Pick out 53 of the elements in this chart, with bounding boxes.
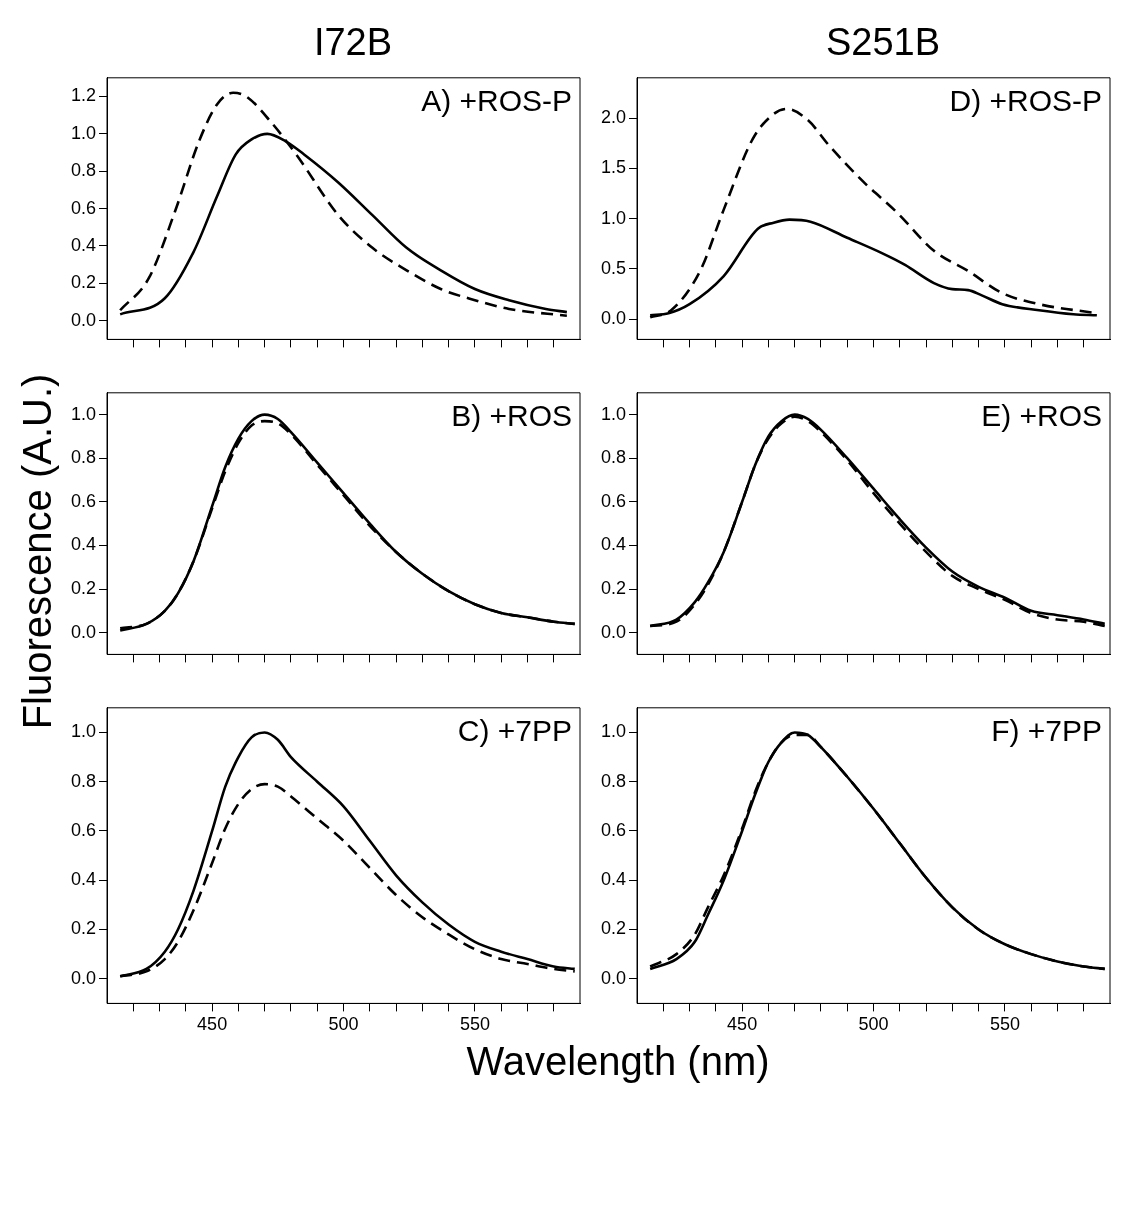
y-tick-label: 0.0 (70, 967, 97, 988)
y-axis-title: Fluorescence (A.U.) (15, 373, 61, 730)
annotation: D) +ROS-P (949, 84, 1102, 118)
y-tick-label: 0.0 (70, 309, 97, 330)
x-tick-label: 450 (197, 1014, 228, 1035)
y-tick-label: 0.6 (70, 197, 97, 218)
y-tick-label: 0.8 (600, 770, 627, 791)
y-tick-label: 0.6 (600, 819, 627, 840)
y-tick-label: 1.0 (70, 403, 97, 424)
chart-title: S251B (824, 21, 942, 64)
y-tick-label: 0.4 (600, 869, 627, 890)
y-tick-label: 1.0 (600, 403, 627, 424)
y-tick-label: 0.2 (600, 577, 627, 598)
annotation: C) +7PP (457, 714, 572, 748)
x-tick-label: 450 (727, 1014, 758, 1035)
y-tick-label: 1.0 (70, 122, 97, 143)
x-tick-label: 550 (989, 1014, 1020, 1035)
x-axis-title: Wavelength (nm) (465, 1039, 771, 1085)
chart-title: I72B (312, 21, 394, 64)
annotation: F) +7PP (991, 714, 1102, 748)
y-tick-label: 1.0 (70, 721, 97, 742)
line-series (118, 91, 569, 317)
x-tick-label: 550 (459, 1014, 490, 1035)
y-tick-label: 0.5 (600, 257, 627, 278)
y-tick-label: 1.5 (600, 157, 627, 178)
y-tick-label: 2.0 (600, 107, 627, 128)
y-tick-label: 0.4 (600, 534, 627, 555)
y-tick-label: 0.8 (70, 770, 97, 791)
y-tick-label: 0.0 (70, 621, 97, 642)
y-tick-label: 0.8 (70, 160, 97, 181)
y-tick-label: 0.0 (600, 967, 627, 988)
y-tick-label: 0.8 (600, 447, 627, 468)
y-tick-label: 0.6 (600, 490, 627, 511)
y-tick-label: 0.2 (70, 918, 97, 939)
y-tick-label: 0.2 (70, 577, 97, 598)
y-tick-label: 0.0 (600, 621, 627, 642)
y-tick-label: 0.4 (70, 234, 97, 255)
y-tick-label: 1.0 (600, 207, 627, 228)
x-tick-label: 500 (858, 1014, 889, 1035)
x-tick-label: 500 (328, 1014, 359, 1035)
annotation: B) +ROS (451, 399, 572, 433)
y-tick-label: 0.8 (70, 447, 97, 468)
annotation: E) +ROS (981, 399, 1102, 433)
y-tick-label: 0.0 (600, 308, 627, 329)
y-tick-label: 1.2 (70, 85, 97, 106)
y-tick-label: 0.2 (70, 272, 97, 293)
y-tick-label: 0.2 (600, 918, 627, 939)
annotation: A) +ROS-P (421, 84, 572, 118)
y-tick-label: 0.6 (70, 490, 97, 511)
y-tick-label: 1.0 (600, 721, 627, 742)
y-tick-label: 0.6 (70, 819, 97, 840)
y-tick-label: 0.4 (70, 869, 97, 890)
y-tick-label: 0.4 (70, 534, 97, 555)
